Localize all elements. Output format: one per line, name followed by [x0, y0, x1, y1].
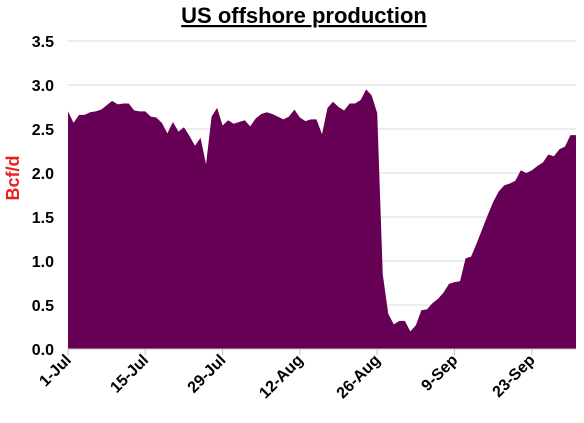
chart-title: US offshore production [181, 3, 427, 28]
y-tick-label: 3.0 [32, 78, 54, 95]
plot-area [68, 89, 576, 350]
x-tick-label: 9-Sep [418, 352, 461, 395]
x-tick-label: 12-Aug [256, 352, 306, 402]
y-axis-ticks: 0.0 0.5 1.0 1.5 2.0 2.5 3.0 3.5 [32, 34, 54, 359]
y-tick-label: 1.0 [32, 254, 54, 271]
x-tick-label: 26-Aug [334, 352, 384, 402]
y-tick-label: 1.5 [32, 210, 54, 227]
y-tick-label: 2.5 [32, 122, 54, 139]
y-tick-label: 2.0 [32, 166, 54, 183]
y-tick-label: 3.5 [32, 34, 54, 51]
x-tick-label: 29-Jul [185, 352, 230, 397]
y-tick-label: 0.0 [32, 342, 54, 359]
y-tick-label: 0.5 [32, 298, 54, 315]
x-tick-label: 15-Jul [107, 352, 152, 397]
series-area-0 [68, 89, 576, 350]
x-axis-ticks: 1-Jul 15-Jul 29-Jul 12-Aug 26-Aug 9-Sep 23-Sep [36, 349, 539, 402]
x-tick-label: 23-Sep [490, 352, 539, 401]
y-axis-label: Bcf/d [3, 156, 23, 201]
